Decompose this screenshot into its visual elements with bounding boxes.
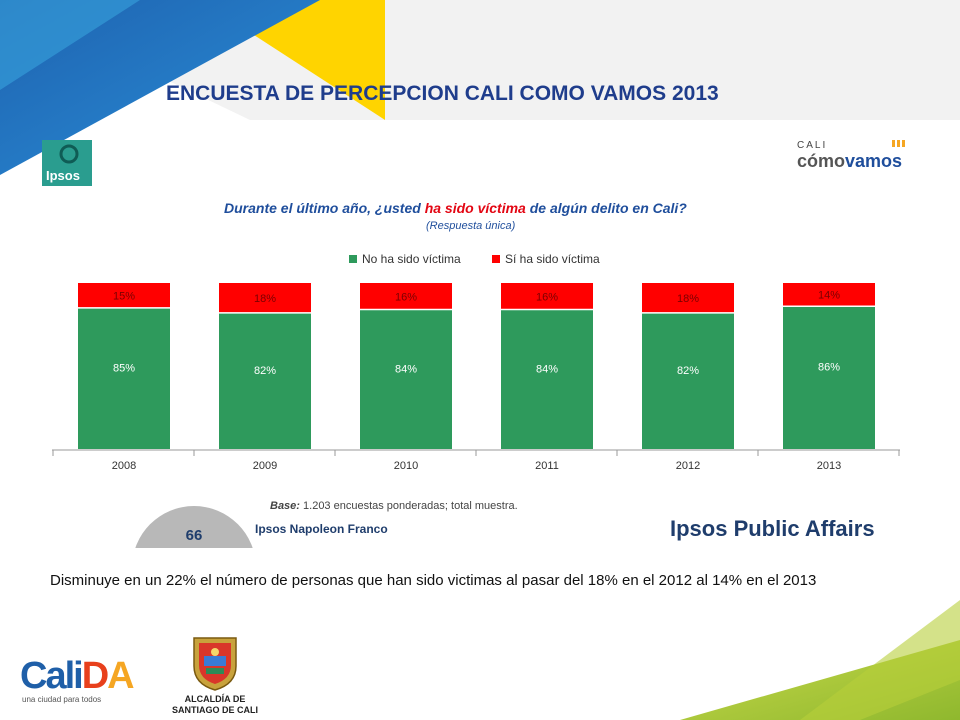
question-part2: de algún delito en Cali? xyxy=(526,200,687,216)
chart-svg: Ipsos CALI cómovamos Durante el último a… xyxy=(42,140,905,548)
legend-swatch-1 xyxy=(492,255,500,263)
coat-of-arms-icon xyxy=(193,637,237,691)
data-label-no-victim-2012: 82% xyxy=(677,365,699,377)
cali-small-text: CALI xyxy=(797,140,827,151)
question-part1: Durante el último año, ¿usted xyxy=(224,200,425,216)
cali-como-vamos-logo: CALI cómovamos xyxy=(797,140,905,171)
data-label-victim-2009: 18% xyxy=(254,293,276,305)
survey-question: Durante el último año, ¿usted ha sido ví… xyxy=(224,200,687,216)
x-tick-label-2013: 2013 xyxy=(817,460,841,472)
alcaldia-logo: ALCALDÍA DE SANTIAGO DE CALI xyxy=(172,637,258,715)
x-tick-label-2012: 2012 xyxy=(676,460,700,472)
data-label-victim-2008: 15% xyxy=(113,290,135,302)
ipsos-logo-text: Ipsos xyxy=(46,168,80,183)
slide-caption: Disminuye en un 22% el número de persona… xyxy=(50,572,817,589)
calida-logo-text: CaliDA xyxy=(20,655,134,697)
ipsos-logo: Ipsos xyxy=(42,140,92,186)
bar-no-victim-2012 xyxy=(642,312,734,449)
bar-no-victim-2013 xyxy=(783,306,875,449)
x-tick-label-2009: 2009 xyxy=(253,460,277,472)
ipsos-napoleon-franco: Ipsos Napoleon Franco xyxy=(255,522,388,536)
base-note: Base: 1.203 encuestas ponderadas; total … xyxy=(270,500,518,512)
data-label-victim-2011: 16% xyxy=(536,291,558,303)
base-text: 1.203 encuestas ponderadas; total muestr… xyxy=(300,500,518,512)
chart-legend: No ha sido víctima Sí ha sido víctima xyxy=(349,252,600,266)
legend-label-1: Sí ha sido víctima xyxy=(505,252,600,266)
legend-swatch-0 xyxy=(349,255,357,263)
bar-no-victim-2011 xyxy=(501,309,593,449)
calida-logo: CaliDA una ciudad para todos xyxy=(20,655,136,704)
bar-victim-2013 xyxy=(783,283,875,307)
data-label-victim-2012: 18% xyxy=(677,293,699,305)
survey-subtitle: (Respuesta única) xyxy=(426,220,516,232)
como-text: cómo xyxy=(797,151,845,171)
data-label-no-victim-2009: 82% xyxy=(254,365,276,377)
bar-victim-2012 xyxy=(642,283,734,313)
bar-no-victim-2009 xyxy=(219,312,311,449)
bar-victim-2008 xyxy=(78,283,170,308)
chart-bars: 85% 15% 82% 18% 84% 16% 84% 16% 82% 18% 86% 14% xyxy=(78,283,875,449)
data-label-no-victim-2013: 86% xyxy=(818,361,840,373)
alcaldia-line1: ALCALDÍA DE xyxy=(185,694,246,704)
bar-victim-2009 xyxy=(219,283,311,313)
x-tick-label-2010: 2010 xyxy=(394,460,418,472)
page-number-badge: 66 xyxy=(135,506,253,548)
bar-no-victim-2010 xyxy=(360,309,452,449)
base-label: Base: xyxy=(270,500,300,512)
data-label-no-victim-2008: 85% xyxy=(113,362,135,374)
corner-lightblue-shape xyxy=(0,0,140,90)
corner-green-shape-2 xyxy=(800,600,960,720)
x-tick-label-2008: 2008 xyxy=(112,460,136,472)
calida-tagline: una ciudad para todos xyxy=(22,695,101,704)
ipsos-public-affairs: Ipsos Public Affairs xyxy=(670,516,875,541)
chart-x-axis: 2008 2009 2010 2011 2012 2013 xyxy=(52,449,900,472)
bar-victim-2011 xyxy=(501,283,593,310)
data-label-victim-2013: 14% xyxy=(818,290,840,302)
alcaldia-line2: SANTIAGO DE CALI xyxy=(172,705,258,715)
svg-text:cómovamos: cómovamos xyxy=(797,151,902,171)
data-label-no-victim-2011: 84% xyxy=(536,363,558,375)
survey-chart-panel: Ipsos CALI cómovamos Durante el último a… xyxy=(42,140,912,548)
slide-title: ENCUESTA DE PERCEPCION CALI COMO VAMOS 2… xyxy=(166,82,719,105)
vamos-text: vamos xyxy=(845,151,902,171)
data-label-no-victim-2010: 84% xyxy=(395,363,417,375)
page-number: 66 xyxy=(186,527,203,544)
legend-label-0: No ha sido víctima xyxy=(362,252,461,266)
x-tick-label-2011: 2011 xyxy=(535,460,559,472)
data-label-victim-2010: 16% xyxy=(395,291,417,303)
corner-blue-shape xyxy=(0,0,320,175)
bar-victim-2010 xyxy=(360,283,452,310)
question-highlight: ha sido víctima xyxy=(425,200,526,216)
bar-no-victim-2008 xyxy=(78,307,170,449)
